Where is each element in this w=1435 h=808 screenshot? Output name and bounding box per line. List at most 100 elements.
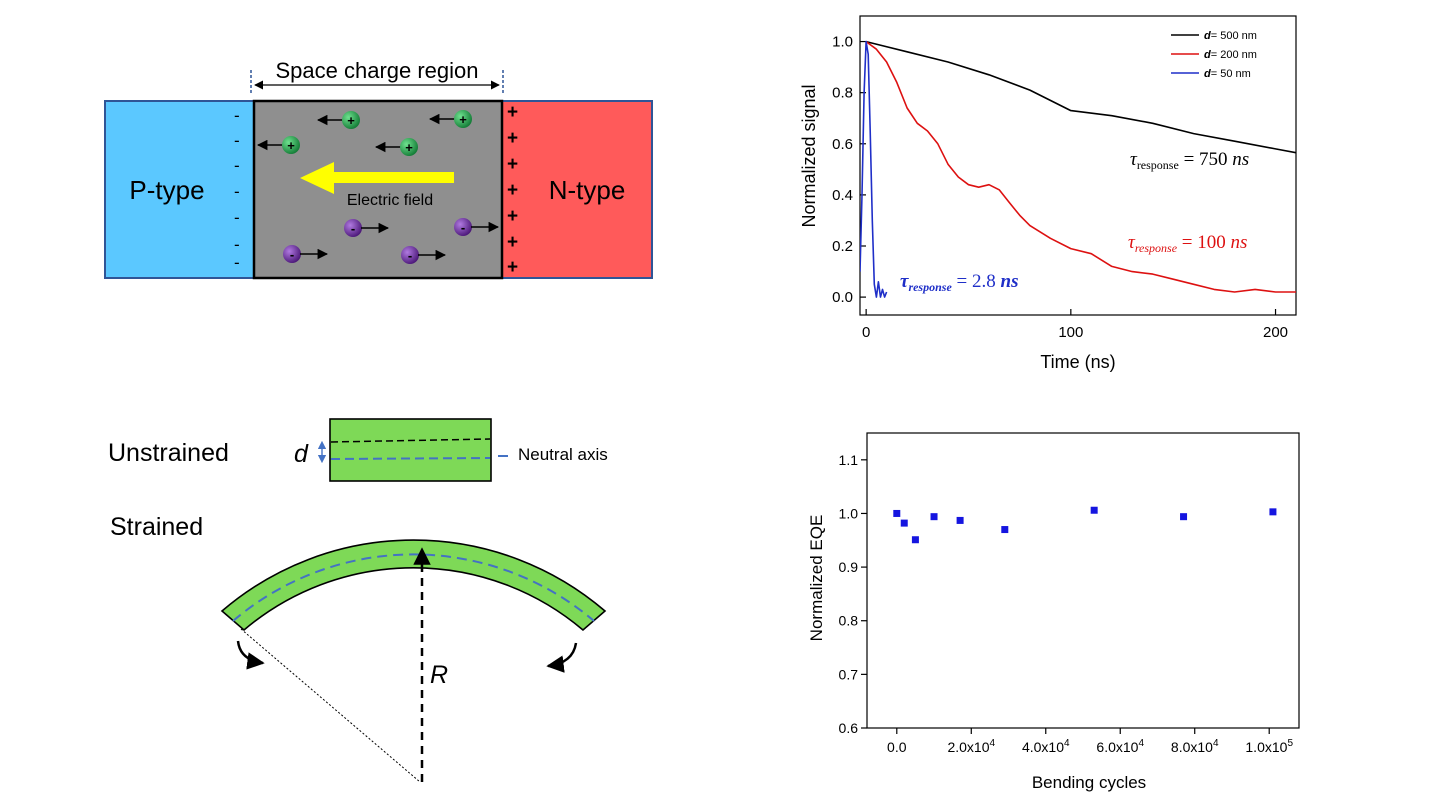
chart1-ticks: 0 100 200 0.0 0.2 0.4 0.6 0.8 1.0: [832, 34, 1288, 341]
electron-carrier: -: [401, 246, 447, 264]
data-point: [911, 536, 919, 544]
data-point: [893, 509, 901, 517]
legend-label: d= 200 nm: [1204, 49, 1257, 61]
chart1-legend: d= 500 nm d= 200 nm d= 50 nm: [1171, 30, 1257, 80]
hole-carrier: +: [428, 110, 472, 128]
svg-text:+: +: [347, 113, 355, 128]
x-tick-label: 2.0x104: [947, 738, 995, 755]
chart1-frame: [859, 15, 1297, 316]
x-tick-label: 4.0x104: [1022, 738, 1070, 755]
chart1-y-axis-label: Normalized signal: [799, 84, 819, 227]
data-point: [1269, 508, 1277, 516]
svg-text:+: +: [405, 140, 413, 155]
svg-text:+: +: [459, 112, 467, 127]
x-tick-label: 0: [862, 324, 870, 341]
thickness-d-label: d: [294, 440, 309, 468]
svg-text:-: -: [408, 248, 412, 263]
neutral-axis-label: Neutral axis: [518, 445, 608, 464]
y-tick-label: 0.7: [839, 666, 859, 682]
y-tick-label: 1.1: [839, 452, 859, 468]
hole-carrier: +: [316, 111, 360, 129]
y-tick-label: 0.9: [839, 559, 859, 575]
plus-sign: +: [507, 206, 518, 227]
x-tick-label: 100: [1058, 324, 1083, 341]
electron-carrier: -: [344, 219, 390, 237]
radius-reference-line: [240, 628, 421, 783]
data-point: [1090, 506, 1098, 514]
chart1-x-axis-label: Time (ns): [1040, 352, 1115, 372]
svg-text:-: -: [351, 221, 355, 236]
hole-carrier: +: [256, 136, 300, 154]
plus-sign: +: [507, 128, 518, 149]
plus-sign: +: [507, 102, 518, 123]
x-tick-label: 6.0x104: [1096, 738, 1144, 755]
legend-item: d= 50 nm: [1171, 68, 1251, 80]
x-tick-label: 200: [1263, 324, 1288, 341]
annotation-750ns: τresponse = 750 ns: [1130, 149, 1249, 172]
plus-sign: +: [507, 154, 518, 175]
y-tick-label: 1.0: [832, 34, 853, 51]
chart2-y-axis-label: Normalized EQE: [807, 515, 826, 642]
n-type-region: [501, 100, 653, 279]
legend-label: d= 500 nm: [1204, 30, 1257, 42]
chart1-series: [860, 40, 1296, 298]
plus-sign: +: [507, 257, 518, 278]
y-tick-label: 0.0: [832, 289, 853, 306]
n-type-label: N-type: [549, 175, 626, 205]
p-type-region: [104, 100, 256, 279]
y-tick-label: 0.6: [832, 136, 853, 153]
hole-carrier: +: [374, 138, 418, 156]
minus-sign: -: [234, 235, 240, 254]
eqe-chart: 0.0 2.0x104 4.0x104 6.0x104 8.0x104 1.0x105 0.…: [807, 432, 1300, 792]
y-tick-label: 0.6: [839, 720, 859, 736]
annotation-100ns: τresponse = 100 ns: [1128, 232, 1247, 255]
space-charge-region-label: Space charge region: [275, 58, 478, 83]
bend-arrow-left: [236, 640, 265, 670]
y-tick-label: 0.8: [839, 613, 859, 629]
electron-carrier: -: [454, 218, 500, 236]
top-dashed-line: [330, 438, 491, 443]
series-line-0: [865, 40, 1296, 154]
bending-diagram: Unstrained Strained d Neutral axis R: [108, 418, 608, 783]
bend-arrow-right: [546, 642, 578, 673]
y-tick-label: 0.2: [832, 238, 853, 255]
data-point: [956, 516, 964, 524]
y-tick-label: 0.4: [832, 187, 853, 204]
svg-text:+: +: [287, 138, 295, 153]
negative-charges: - - - - - - -: [234, 106, 240, 272]
chart2-frame: [866, 432, 1300, 729]
data-point: [1001, 526, 1009, 534]
x-tick-label: 0.0: [887, 739, 907, 755]
y-tick-label: 0.8: [832, 85, 853, 102]
neutral-axis-line: [330, 457, 491, 460]
minus-sign: -: [234, 156, 240, 175]
electron-carrier: -: [283, 245, 329, 263]
chart2-series: [893, 506, 1277, 544]
legend-label: d= 50 nm: [1204, 68, 1251, 80]
minus-sign: -: [234, 106, 240, 125]
minus-sign: -: [234, 253, 240, 272]
pn-junction-diagram: Space charge region P-type N-type - - - …: [104, 58, 653, 280]
x-tick-label: 8.0x104: [1171, 738, 1219, 755]
unstrained-film: [329, 418, 492, 482]
electric-field-arrow: [300, 162, 454, 194]
chart2-ticks: 0.0 2.0x104 4.0x104 6.0x104 8.0x104 1.0x105 0.…: [839, 452, 1294, 755]
data-point: [1180, 513, 1188, 521]
unstrained-label: Unstrained: [108, 439, 229, 467]
series-line-2: [860, 40, 888, 298]
data-point: [900, 519, 908, 527]
strained-film: [220, 539, 607, 632]
series-line-1: [865, 40, 1296, 293]
plus-sign: +: [507, 232, 518, 253]
x-tick-label: 1.0x105: [1245, 738, 1293, 755]
strained-label: Strained: [110, 513, 203, 541]
data-point: [930, 513, 938, 521]
y-tick-label: 1.0: [839, 505, 859, 521]
response-chart: 0 100 200 0.0 0.2 0.4 0.6 0.8 1.0 Time (ns) Norm…: [799, 15, 1297, 372]
svg-text:-: -: [461, 220, 465, 235]
p-type-label: P-type: [129, 175, 204, 205]
svg-text:-: -: [290, 247, 294, 262]
legend-item: d= 500 nm: [1171, 30, 1257, 42]
minus-sign: -: [234, 182, 240, 201]
